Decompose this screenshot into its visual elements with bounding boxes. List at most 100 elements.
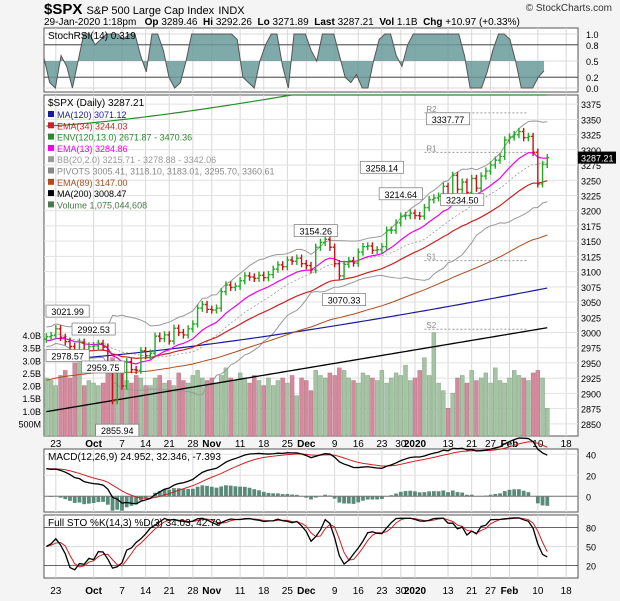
price-annotation xyxy=(322,293,367,307)
volume-bar xyxy=(384,382,389,437)
annotation-box xyxy=(71,322,116,336)
x-tick-label: 7 xyxy=(119,586,125,597)
x-tick-label: 2020 xyxy=(404,439,427,450)
macd-hist-bar xyxy=(498,493,502,497)
macd-hist-bar xyxy=(101,496,105,502)
macd-hist-bar xyxy=(323,494,328,497)
macd-hist-bar xyxy=(247,487,252,497)
volume-bar xyxy=(308,390,314,437)
macd-hist-bar xyxy=(290,494,294,497)
macd-hist-bar xyxy=(77,496,82,503)
exchange: INDX xyxy=(218,5,245,17)
price-bar xyxy=(101,339,106,351)
volume-bar xyxy=(379,370,385,437)
macd-hist-bar xyxy=(512,489,517,497)
stochrsi-tick-label: 0.8 xyxy=(586,41,599,51)
macd-hist-bar xyxy=(460,492,465,497)
volume-bar xyxy=(360,372,366,437)
volume-bar xyxy=(247,382,252,437)
price-bar xyxy=(384,226,389,251)
macd-hist-bar xyxy=(455,492,460,497)
volume-bar xyxy=(412,377,418,437)
volume-bars xyxy=(44,332,550,437)
volume-bar xyxy=(441,390,446,437)
macd-hist-bar xyxy=(370,496,375,500)
x-tick-label: 14 xyxy=(140,439,152,450)
volume-bar xyxy=(332,375,337,437)
macd-hist-bar xyxy=(63,496,68,500)
annotation-box xyxy=(322,293,367,307)
price-bar xyxy=(516,127,521,139)
stochrsi-tick-label: 0.5 xyxy=(586,57,599,67)
macd-hist-bar xyxy=(195,486,200,497)
volume-bar xyxy=(478,377,484,437)
legend-swatch xyxy=(48,144,54,151)
macd-hist-bar xyxy=(517,489,521,497)
macd-hist-bar xyxy=(309,496,313,500)
macd-hist-bar xyxy=(427,491,432,497)
x-tick-label: Oct xyxy=(85,439,102,450)
volume-bar xyxy=(365,375,370,437)
ema89-line xyxy=(46,234,548,381)
price-bar xyxy=(91,342,96,351)
annotation-label: 3234.50 xyxy=(446,196,479,206)
x-tick-label: 21 xyxy=(164,586,176,597)
macd-hist-bar xyxy=(91,496,96,504)
price-annotation xyxy=(45,349,90,362)
macd-hist-bar xyxy=(375,496,380,500)
volume-bar xyxy=(233,380,238,437)
x-tick-label: 10 xyxy=(532,439,544,450)
volume-bar xyxy=(275,380,281,437)
macd-hist-bar xyxy=(450,490,455,497)
x-tick-label: 30 xyxy=(395,586,407,597)
index-name: S&P 500 Large Cap Index xyxy=(86,5,215,17)
sto-tick-label: 20 xyxy=(586,561,596,571)
x-tick-label: 28 xyxy=(187,586,199,597)
x-tick-label: Nov xyxy=(202,439,221,450)
price-bar xyxy=(365,242,370,251)
annotation-label: 2992.53 xyxy=(77,325,110,335)
price-bar xyxy=(346,256,351,268)
price-bar xyxy=(545,154,550,169)
annotation-box xyxy=(45,349,90,362)
price-bar xyxy=(96,339,101,350)
price-tick-label: 2950 xyxy=(581,359,601,369)
volume-bar xyxy=(535,370,541,437)
x-tick-label: 16 xyxy=(353,586,365,597)
volume-bar xyxy=(356,382,361,437)
price-tick-label: 3075 xyxy=(581,283,601,293)
price-bar xyxy=(143,347,148,360)
price-bar xyxy=(408,209,413,220)
macd-hist-bar xyxy=(304,496,309,498)
credit: © StockCharts.com xyxy=(525,3,612,14)
vol-value: 1.1B xyxy=(396,17,418,28)
volume-tick-label: 4.0B xyxy=(22,331,41,341)
x-tick-label: 23 xyxy=(376,439,388,450)
price-bar xyxy=(153,332,158,357)
price-annotation xyxy=(81,360,126,374)
annotation-label: 3337.77 xyxy=(432,115,465,125)
price-tick-label: 3275 xyxy=(581,161,601,171)
volume-bar xyxy=(209,377,214,437)
price-bar xyxy=(521,127,526,142)
price-bar xyxy=(318,238,323,251)
macd-hist-bar xyxy=(209,486,214,497)
price-bar xyxy=(157,332,162,343)
macd-hist-bar xyxy=(351,496,356,504)
x-tick-label: 27 xyxy=(485,586,497,597)
price-bar xyxy=(535,148,540,188)
volume-bar xyxy=(474,380,479,437)
bb-upper-line xyxy=(46,120,548,330)
macd-hist-bar xyxy=(190,488,195,497)
macd-hist-bar xyxy=(58,496,63,498)
price-bar xyxy=(195,304,200,328)
price-bar xyxy=(394,219,399,234)
price-annotation xyxy=(378,187,423,201)
stochrsi-area xyxy=(44,34,544,88)
price-bar xyxy=(370,242,375,254)
x-tick-label: 2020 xyxy=(404,586,427,597)
price-bar xyxy=(474,174,479,192)
volume-bar xyxy=(138,377,144,437)
price-tick-label: 2925 xyxy=(581,374,601,384)
chg-value: +10.97 (+0.33%) xyxy=(445,17,520,28)
